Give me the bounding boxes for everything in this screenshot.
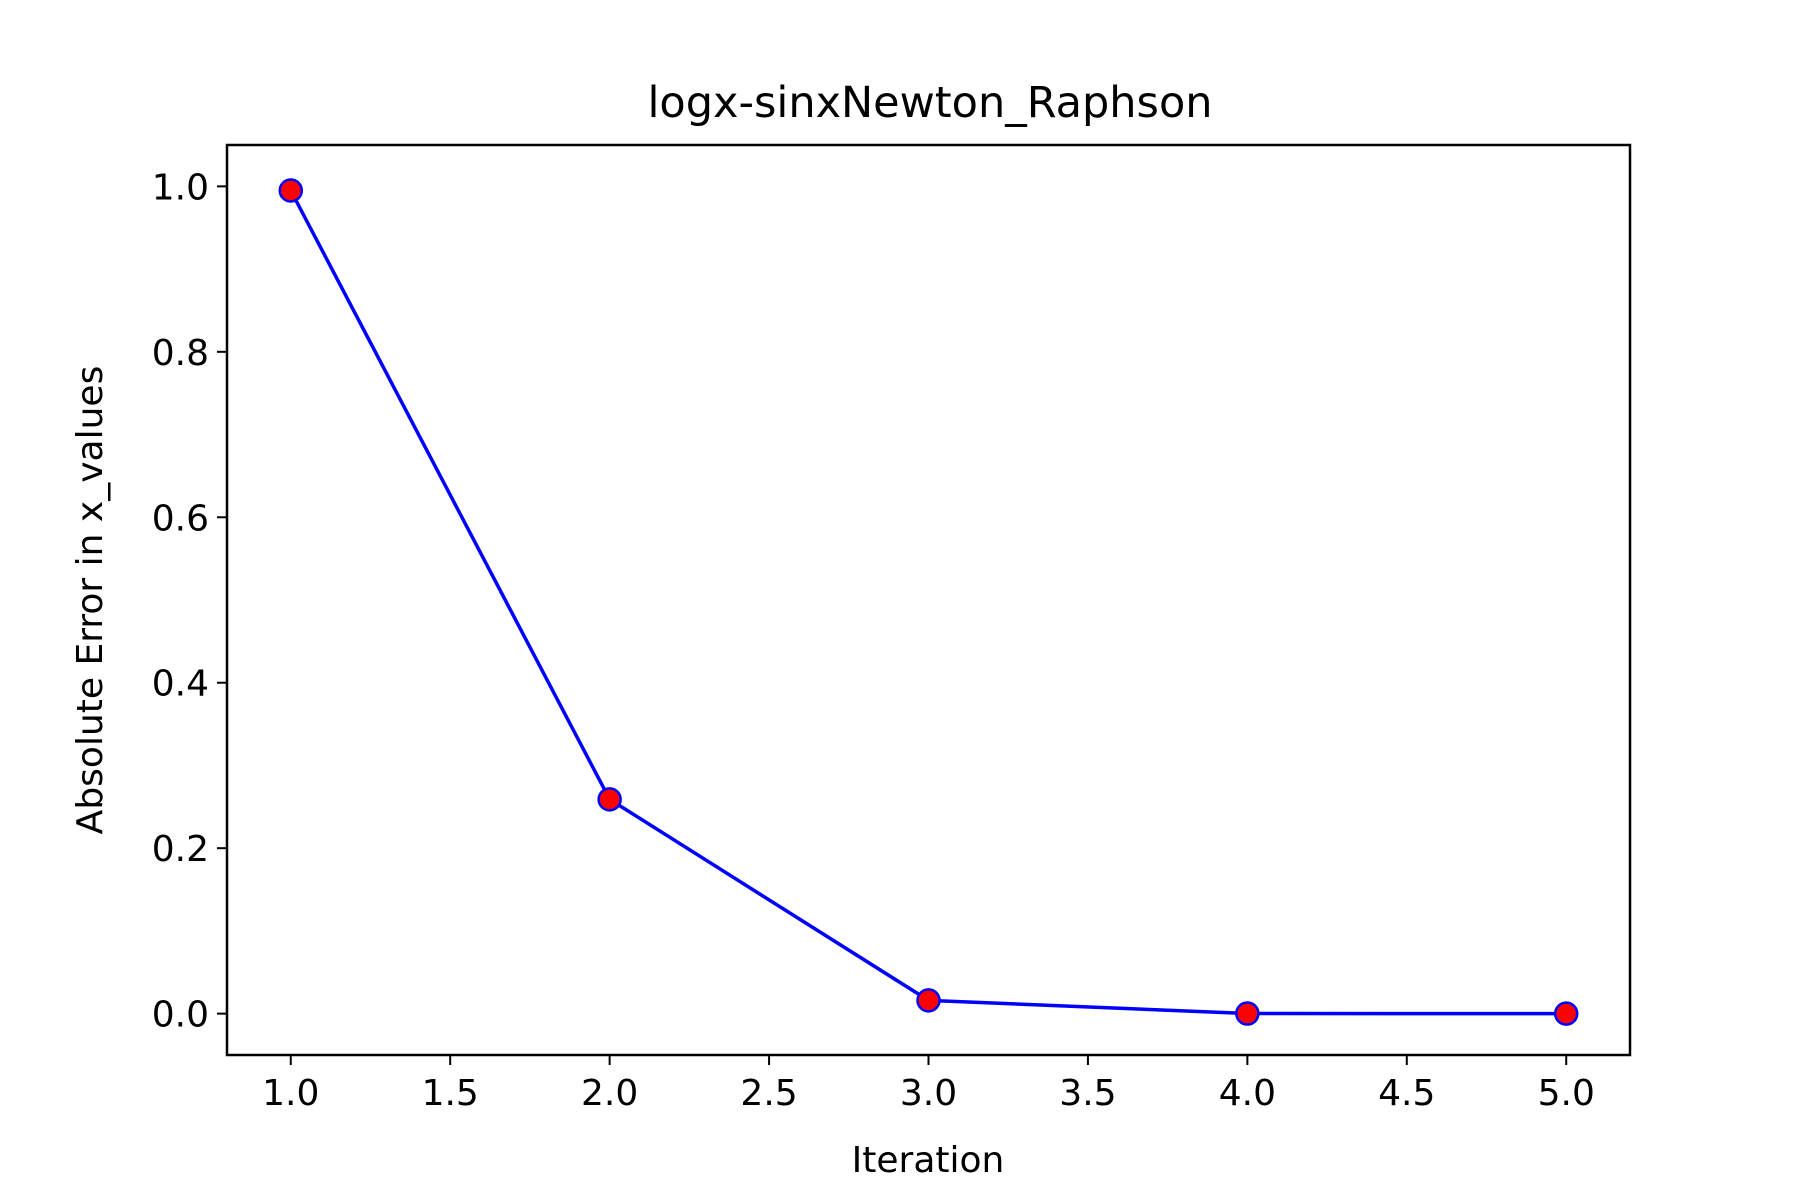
y-tick-label: 0.8 (152, 333, 209, 374)
plot-frame (225, 143, 1632, 1057)
y-tick-label: 0.6 (152, 498, 209, 539)
data-point (597, 787, 622, 812)
x-tick-label: 4.5 (1378, 1073, 1435, 1114)
data-point (1235, 1001, 1260, 1026)
x-axis-ticks: 1.0 1.5 2.0 2.5 3.0 3.5 4.0 4.5 5.0 (262, 1055, 1595, 1114)
y-tick-label: 1.0 (152, 167, 209, 208)
x-tick-label: 1.0 (262, 1073, 319, 1114)
y-tick-label: 0.0 (152, 995, 209, 1036)
y-axis-label: Absolute Error in x_values (70, 366, 111, 835)
x-tick-label: 4.0 (1219, 1073, 1276, 1114)
series-layer (278, 178, 1579, 1026)
x-axis-label: Iteration (852, 1140, 1005, 1181)
y-tick-label: 0.2 (152, 829, 209, 870)
x-tick-label: 3.0 (900, 1073, 957, 1114)
x-tick-label: 2.0 (581, 1073, 638, 1114)
y-axis-ticks: 0.0 0.2 0.4 0.6 0.8 1.0 (152, 167, 227, 1036)
chart-title: logx-sinxNewton_Raphson (647, 78, 1212, 128)
data-point (916, 988, 941, 1013)
x-tick-label: 2.5 (740, 1073, 797, 1114)
data-point (278, 178, 304, 203)
data-point (1553, 1001, 1579, 1026)
x-tick-label: 1.5 (422, 1073, 479, 1114)
x-tick-label: 5.0 (1538, 1073, 1595, 1114)
x-tick-label: 3.5 (1059, 1073, 1116, 1114)
y-tick-label: 0.4 (152, 664, 209, 705)
